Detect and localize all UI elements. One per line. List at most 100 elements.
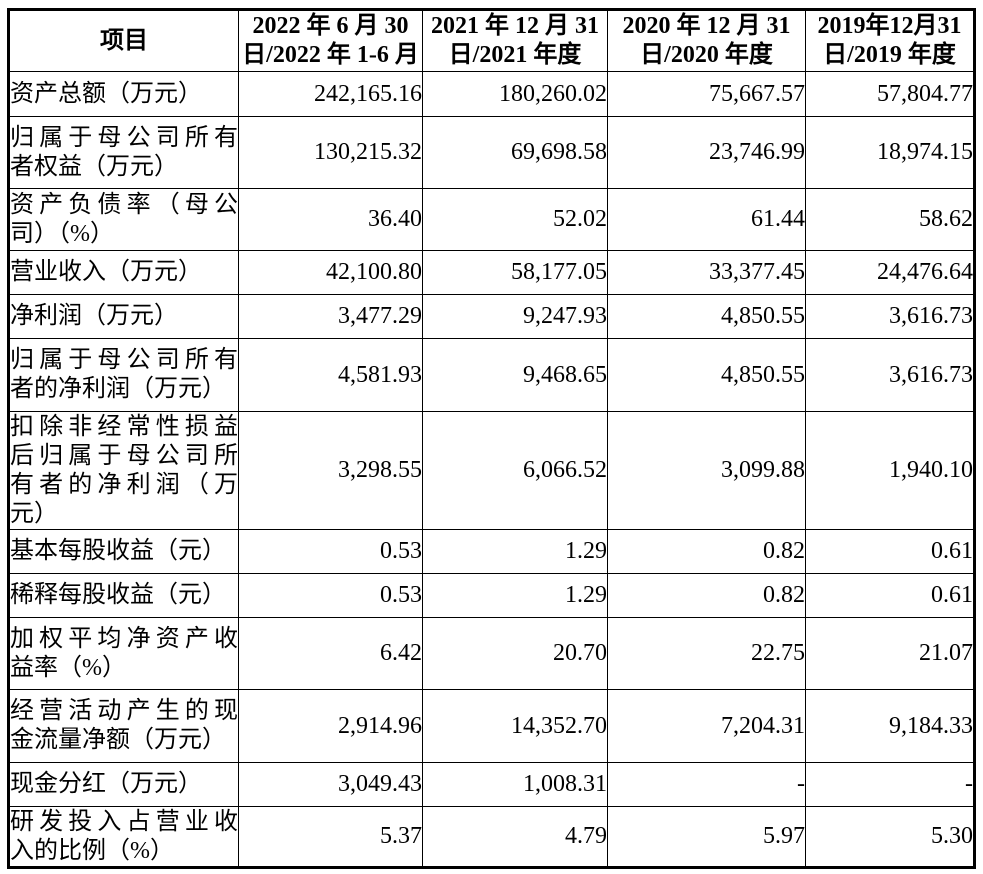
header-cell-item: 项目: [8, 9, 239, 72]
label-line: 资产负债率（母公: [10, 191, 238, 218]
row-label-cell: 归属于母公司所有 者权益（万元）: [8, 116, 239, 189]
value-cell: 9,468.65: [422, 338, 608, 412]
header-cell-period-2021: 2021 年 12 月 31 日/2021 年度: [422, 9, 608, 72]
label-line: 加权平均净资产收: [10, 625, 238, 652]
header-item-label: 项目: [100, 27, 148, 54]
value-cell: 2,914.96: [238, 689, 423, 763]
table-row-debt-ratio: 资产负债率（母公 司）（%） 36.40 52.02 61.44 58.62: [8, 188, 975, 251]
table-row-rd-ratio: 研发投入占营业收 入的比例（%） 5.37 4.79 5.97 5.30: [8, 806, 975, 868]
header-cell-period-2019: 2019年12月31 日/2019 年度: [805, 9, 975, 72]
label-line: 元）: [10, 500, 58, 527]
value-cell: -: [607, 762, 806, 807]
table-row-revenue: 营业收入（万元） 42,100.80 58,177.05 33,377.45 2…: [8, 250, 975, 295]
value-cell: 21.07: [805, 617, 975, 690]
header-line: 2019年12月31: [817, 13, 962, 39]
value-cell: 20.70: [422, 617, 608, 690]
value-cell: 14,352.70: [422, 689, 608, 763]
value-cell: 18,974.15: [805, 116, 975, 189]
label-line: 司）（%）: [10, 220, 114, 247]
value-cell: 9,184.33: [805, 689, 975, 763]
row-label-cell: 经营活动产生的现 金流量净额（万元）: [8, 689, 239, 763]
row-label-cell: 基本每股收益（元）: [8, 529, 239, 574]
label-line: 经营活动产生的现: [10, 698, 238, 724]
value-cell: 5.30: [805, 806, 975, 868]
value-cell: 0.53: [238, 529, 423, 574]
label-line: 现金分红（万元）: [10, 771, 202, 797]
table-row-operating-cash-flow: 经营活动产生的现 金流量净额（万元） 2,914.96 14,352.70 7,…: [8, 689, 975, 763]
value-cell: 42,100.80: [238, 250, 423, 295]
value-cell: 36.40: [238, 188, 423, 251]
value-cell: 0.61: [805, 573, 975, 618]
value-cell: 1,008.31: [422, 762, 608, 807]
table-row-net-profit: 净利润（万元） 3,477.29 9,247.93 4,850.55 3,616…: [8, 294, 975, 339]
label-line: 研发投入占营业收: [10, 808, 238, 835]
value-cell: 52.02: [422, 188, 608, 251]
value-cell: 3,298.55: [238, 411, 423, 530]
value-cell: 58.62: [805, 188, 975, 251]
financial-summary-table: 项目 2022 年 6 月 30 日/2022 年 1-6 月 2021 年 1…: [7, 8, 976, 869]
label-line: 基本每股收益（元）: [10, 538, 226, 564]
value-cell: 57,804.77: [805, 71, 975, 117]
header-line: 2022 年 6 月 30: [252, 13, 409, 39]
value-cell: 3,477.29: [238, 294, 423, 339]
row-label-cell: 净利润（万元）: [8, 294, 239, 339]
value-cell: 4.79: [422, 806, 608, 868]
header-cell-period-2020: 2020 年 12 月 31 日/2020 年度: [607, 9, 806, 72]
row-label-cell: 研发投入占营业收 入的比例（%）: [8, 806, 239, 868]
label-line: 稀释每股收益（元）: [10, 582, 226, 608]
header-line: 2020 年 12 月 31: [622, 13, 791, 39]
value-cell: 6,066.52: [422, 411, 608, 530]
label-line: 者的净利润（万元）: [10, 376, 226, 402]
header-line: 日/2019 年度: [823, 42, 956, 68]
table-row-basic-eps: 基本每股收益（元） 0.53 1.29 0.82 0.61: [8, 529, 975, 574]
value-cell: 58,177.05: [422, 250, 608, 295]
label-line: 净利润（万元）: [10, 303, 178, 329]
value-cell: 0.82: [607, 573, 806, 618]
value-cell: 3,616.73: [805, 294, 975, 339]
value-cell: 4,850.55: [607, 294, 806, 339]
value-cell: 0.82: [607, 529, 806, 574]
table-row-parent-net-profit: 归属于母公司所有 者的净利润（万元） 4,581.93 9,468.65 4,8…: [8, 338, 975, 412]
value-cell: 69,698.58: [422, 116, 608, 189]
label-line: 后归属于母公司所: [10, 442, 238, 469]
table-row-cash-dividend: 现金分红（万元） 3,049.43 1,008.31 - -: [8, 762, 975, 807]
table-row-total-assets: 资产总额（万元） 242,165.16 180,260.02 75,667.57…: [8, 71, 975, 117]
value-cell: 61.44: [607, 188, 806, 251]
value-cell: 4,581.93: [238, 338, 423, 412]
header-line: 2021 年 12 月 31: [431, 13, 599, 39]
value-cell: 75,667.57: [607, 71, 806, 117]
label-line: 入的比例（%）: [10, 837, 174, 864]
header-line: 日/2020 年度: [640, 42, 773, 68]
row-label-cell: 资产负债率（母公 司）（%）: [8, 188, 239, 251]
value-cell: 6.42: [238, 617, 423, 690]
value-cell: 130,215.32: [238, 116, 423, 189]
value-cell: 3,616.73: [805, 338, 975, 412]
value-cell: 0.53: [238, 573, 423, 618]
value-cell: 242,165.16: [238, 71, 423, 117]
value-cell: 33,377.45: [607, 250, 806, 295]
label-line: 归属于母公司所有: [10, 124, 238, 151]
value-cell: 23,746.99: [607, 116, 806, 189]
table-row-deducted-net-profit: 扣除非经常性损益 后归属于母公司所 有者的净利润（万 元） 3,298.55 6…: [8, 411, 975, 530]
value-cell: 5.97: [607, 806, 806, 868]
value-cell: 1,940.10: [805, 411, 975, 530]
value-cell: 180,260.02: [422, 71, 608, 117]
row-label-cell: 稀释每股收益（元）: [8, 573, 239, 618]
label-line: 金流量净额（万元）: [10, 727, 226, 753]
value-cell: 9,247.93: [422, 294, 608, 339]
value-cell: 24,476.64: [805, 250, 975, 295]
label-line: 有者的净利润（万: [10, 471, 238, 498]
header-row: 项目 2022 年 6 月 30 日/2022 年 1-6 月 2021 年 1…: [8, 9, 975, 72]
row-label-cell: 资产总额（万元）: [8, 71, 239, 117]
header-line: 日/2021 年度: [448, 42, 582, 68]
value-cell: 5.37: [238, 806, 423, 868]
label-line: 资产总额（万元）: [10, 80, 202, 107]
table-row-diluted-eps: 稀释每股收益（元） 0.53 1.29 0.82 0.61: [8, 573, 975, 618]
label-line: 扣除非经常性损益: [10, 413, 238, 440]
row-label-cell: 加权平均净资产收 益率（%）: [8, 617, 239, 690]
header-cell-period-2022: 2022 年 6 月 30 日/2022 年 1-6 月: [238, 9, 423, 72]
table-row-parent-equity: 归属于母公司所有 者权益（万元） 130,215.32 69,698.58 23…: [8, 116, 975, 189]
row-label-cell: 营业收入（万元）: [8, 250, 239, 295]
label-line: 者权益（万元）: [10, 153, 178, 180]
label-line: 营业收入（万元）: [10, 259, 202, 285]
